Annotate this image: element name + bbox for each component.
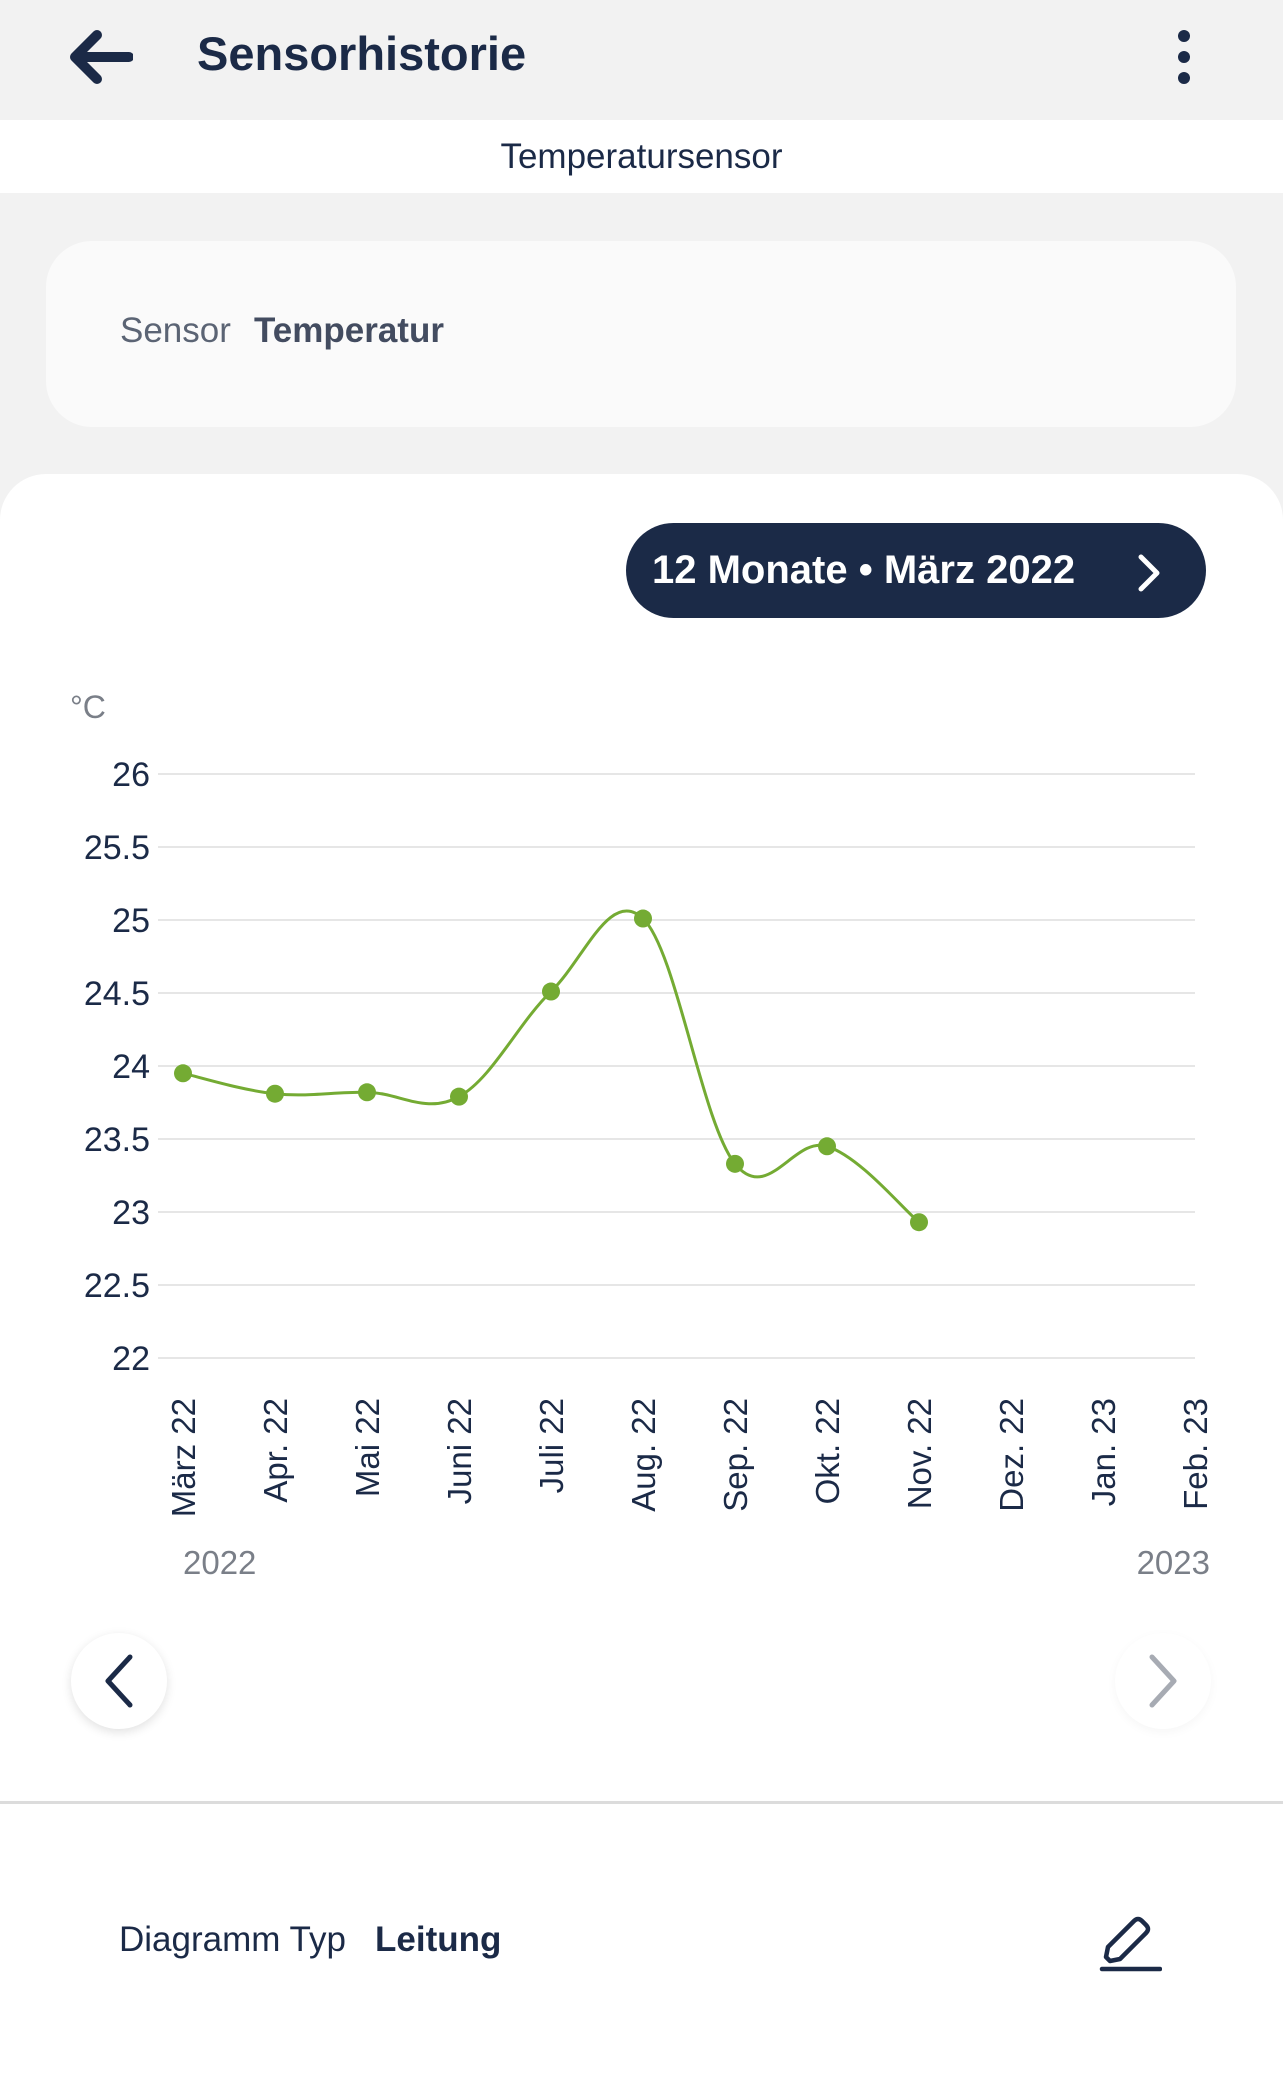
data-point [542,982,560,1001]
diagram-type-value: Leitung [375,1920,502,1959]
divider [0,1801,1283,1804]
edit-pencil-icon [1099,1916,1162,1972]
y-tick-label: 24 [112,1048,150,1086]
x-tick-label: Feb. 23 [1177,1398,1214,1510]
period-label: 12 Monate • März 2022 [652,548,1076,592]
x-tick-label: Dez. 22 [993,1398,1030,1512]
year-label-end: 2023 [1137,1544,1210,1581]
chevron-right-icon [1149,1654,1177,1708]
top-app-bar: Sensorhistorie [0,0,1283,120]
y-tick-label: 25.5 [84,829,150,867]
chevron-left-icon [105,1654,133,1708]
x-tick-label: Mai 22 [349,1398,386,1497]
period-selector-button[interactable]: 12 Monate • März 2022 [626,523,1206,618]
back-button[interactable] [60,22,140,92]
series-line [182,909,920,1224]
data-point [174,1064,192,1083]
data-point [450,1087,468,1106]
x-tick-label: Okt. 22 [809,1398,846,1504]
x-tick-label: Nov. 22 [901,1398,938,1509]
sensor-value: Temperatur [254,311,444,350]
edit-diagram-type-button[interactable] [1090,1908,1170,1978]
y-axis-unit-label: °C [70,689,106,725]
y-tick-label: 23 [112,1194,150,1232]
y-tick-label: 23.5 [84,1121,150,1159]
arrow-left-icon [70,30,133,84]
more-options-button[interactable] [1160,22,1208,92]
x-tick-label: Juli 22 [533,1398,570,1493]
next-period-button[interactable] [1115,1633,1211,1729]
x-tick-label: Apr. 22 [257,1398,294,1503]
sensor-card[interactable]: Sensor Temperatur [46,241,1236,427]
data-point [818,1137,836,1156]
x-tick-label: März 22 [165,1398,202,1517]
y-tick-label: 22.5 [84,1267,150,1305]
device-subheader: Temperatursensor [0,120,1283,193]
device-name: Temperatursensor [500,136,783,176]
sensor-label: Sensor [120,311,231,350]
previous-period-button[interactable] [71,1633,167,1729]
data-point [634,909,652,928]
x-tick-label: Jan. 23 [1085,1398,1122,1506]
y-tick-label: 22 [112,1340,150,1378]
diagram-settings-section [0,1804,1283,2077]
x-tick-label: Aug. 22 [625,1398,662,1512]
data-point [910,1213,928,1232]
data-point [358,1083,376,1102]
y-tick-label: 24.5 [84,975,150,1013]
page-title: Sensorhistorie [197,27,527,80]
temperature-line-chart: °C26 25.5 25 24.5 24 23.5 23 22.5 22 März 22 Apr. … [70,689,1214,1581]
data-point [266,1084,284,1103]
x-tick-label: Juni 22 [441,1398,478,1504]
more-vertical-icon [1178,30,1190,84]
data-point [726,1154,744,1173]
chevron-right-icon [1138,554,1160,592]
y-tick-label: 26 [112,756,150,794]
year-label-start: 2022 [183,1544,256,1581]
y-tick-label: 25 [112,902,150,940]
diagram-type-label: Diagramm Typ [119,1920,346,1959]
x-tick-label: Sep. 22 [717,1398,754,1512]
